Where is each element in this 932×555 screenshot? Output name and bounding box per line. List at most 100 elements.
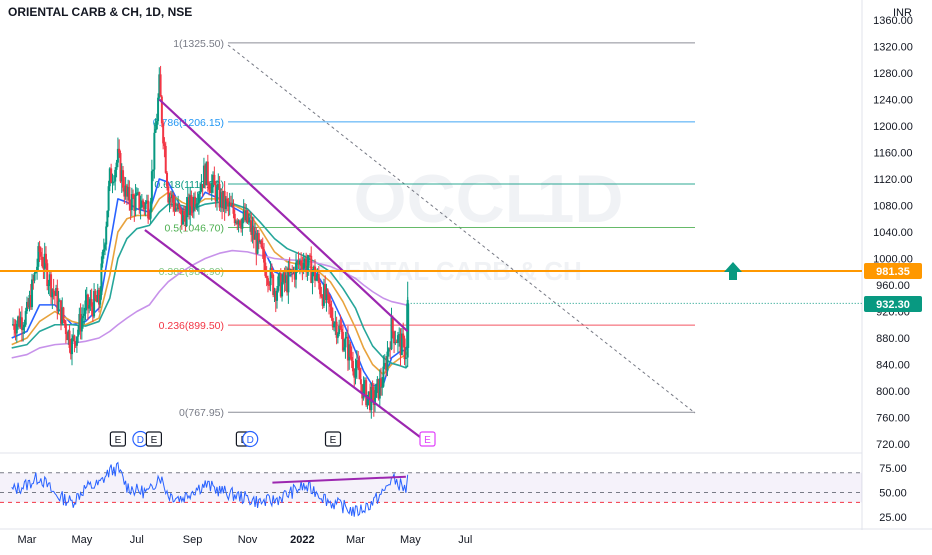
candle-body [229,202,232,206]
candle-body [27,301,30,308]
candle-body [310,255,313,283]
candle-body [237,220,240,225]
candle-body [353,371,356,378]
time-tick-label: Jul [458,534,472,546]
candle-body [206,161,209,185]
candle-body [177,204,180,210]
candle-body [287,268,290,293]
candle-body [102,249,105,252]
candle-body [363,380,366,384]
candle-body [204,165,207,186]
fib-level-label: 0.786(1206.15) [153,117,224,129]
candle-body [279,273,282,297]
candle-body [29,294,32,308]
candle-body [300,260,303,266]
candle-body [326,289,329,295]
candle-body [122,170,125,188]
candle-body [320,294,323,297]
candle-body [112,181,115,183]
candle-body [381,386,384,388]
candle-body [42,266,45,269]
candle-body [265,275,268,279]
candle-body [339,325,342,329]
price-tick-label: 800.00 [876,386,910,398]
candle-body [358,367,361,380]
candle-body [316,274,319,279]
candle-body [33,273,36,281]
candle-body [98,289,100,305]
candle-body [286,275,289,293]
candle-body [307,255,310,266]
candle-body [152,169,155,172]
candle-body [335,321,338,338]
candle-body [403,338,406,360]
candle-body [205,161,208,186]
candle-body [330,306,333,319]
candle-body [104,244,106,250]
candle-body [246,210,249,223]
candle-body [47,284,50,287]
candle-body [64,323,67,335]
candle-body [378,378,381,399]
resistance-price-badge [864,263,922,279]
time-tick-label: May [400,534,421,546]
candle-body [62,307,65,320]
earnings-marker [324,431,342,447]
candle-body [257,233,260,242]
candle-body [48,274,51,285]
price-series [11,65,862,419]
candle-body [308,255,311,257]
candle-body [398,334,401,336]
candle-body [179,207,182,210]
moving-average-line [11,249,409,359]
candle-body [56,287,59,312]
candle-body [264,262,267,276]
candle-body [138,192,141,210]
fib-level-label: 0.382(980.90) [159,266,224,278]
candle-body [282,272,285,283]
candle-body [17,316,20,324]
candle-body [105,226,108,245]
candle-body [173,202,176,211]
candle-body [186,197,189,207]
rsi-divergence-line [272,475,406,484]
candle-body [69,347,72,355]
candle-body [15,323,18,334]
candle-body [107,186,110,211]
candle-body [13,324,16,330]
candle-body [60,300,63,324]
candle-body [284,275,287,283]
candle-body [387,348,390,352]
price-tick-label: 1120.00 [874,174,913,186]
candle-body [231,204,234,206]
candle-body [250,220,253,235]
candle-body [306,265,309,273]
candle-body [371,386,374,391]
watermark-interval: 1D [537,161,624,237]
time-tick-label: Sep [183,534,203,546]
candle-body [217,184,220,188]
candle-body [167,186,170,203]
rsi-pane: 75.00 50.00 25.00 [0,461,907,524]
candle-body [222,190,225,209]
candle-body [277,276,280,291]
candle-body [142,200,145,205]
candle-body [166,172,169,187]
candle-body [18,316,21,327]
candle-body [223,190,226,210]
candle-body [119,152,122,182]
candle-body [251,227,254,235]
candle-body [221,192,224,209]
rsi-tick-label: 75.00 [879,463,907,475]
price-tick-label: 720.00 [876,439,910,451]
candle-body [338,325,341,335]
candle-body [90,299,93,307]
candle-body [183,210,186,216]
price-tick-label: 840.00 [876,360,910,372]
price-tick-label: 1200.00 [873,121,913,133]
candle-body [94,290,97,299]
candle-body [274,291,277,301]
candle-body [93,290,96,317]
